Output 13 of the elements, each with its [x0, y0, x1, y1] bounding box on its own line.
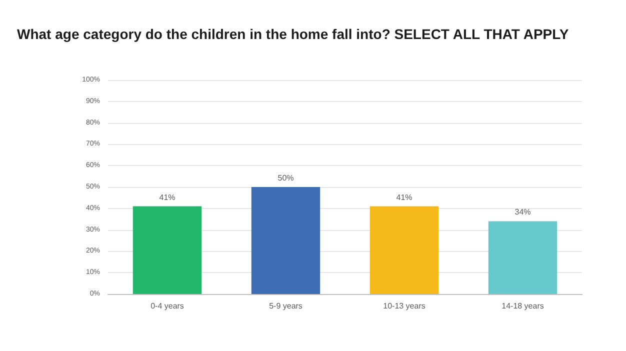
data-label: 41% — [396, 192, 412, 202]
bar — [132, 206, 202, 294]
data-label: 41% — [159, 192, 176, 202]
x-tick-label: 14-18 years — [502, 302, 544, 310]
chart-title: What age category do the children in the home fall into? SELECT ALL THAT APPLY — [17, 26, 570, 42]
x-tick-label: 10-13 years — [383, 302, 426, 310]
data-label: 34% — [514, 208, 531, 217]
x-tick-label: 5-9 years — [269, 302, 302, 310]
bar — [251, 187, 320, 294]
bar — [488, 221, 558, 294]
data-label: 50% — [278, 174, 294, 182]
bar — [370, 206, 439, 294]
x-tick-label: 0-4 years — [150, 302, 184, 310]
